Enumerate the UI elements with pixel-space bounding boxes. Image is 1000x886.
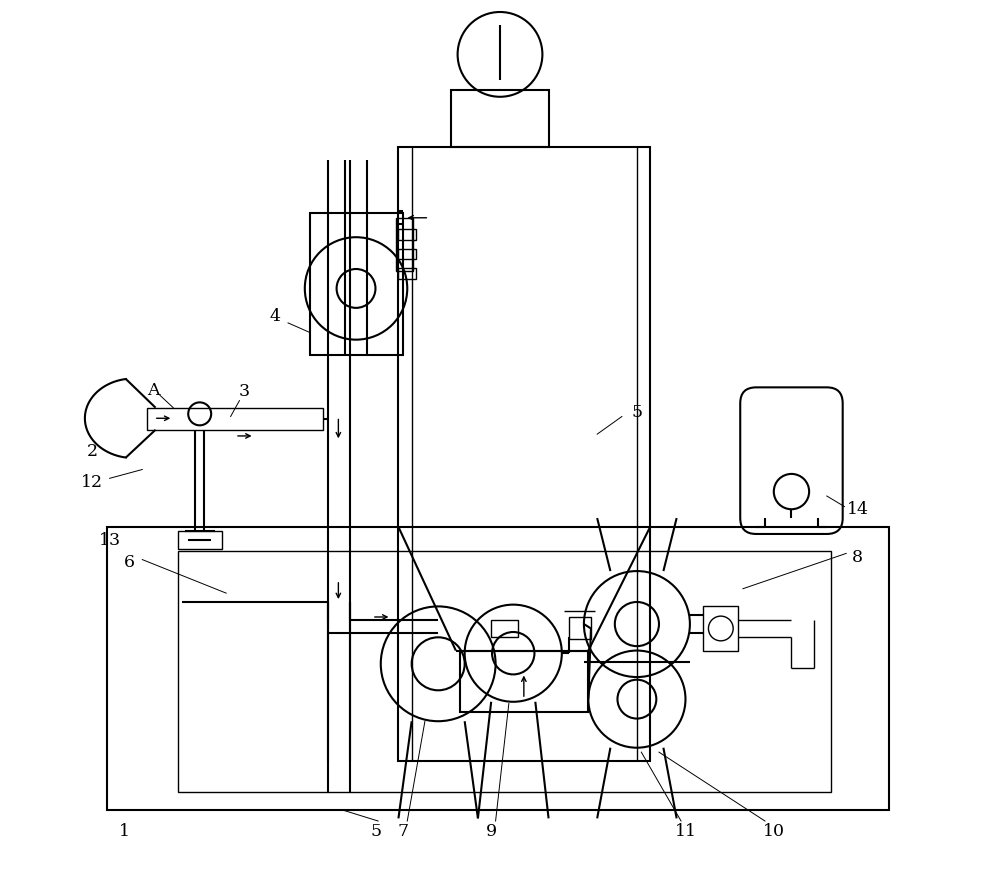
Bar xyxy=(310,214,403,354)
Bar xyxy=(147,408,323,430)
Text: 10: 10 xyxy=(763,823,785,840)
Bar xyxy=(460,650,588,712)
Bar xyxy=(569,617,591,639)
Text: 11: 11 xyxy=(674,823,696,840)
Text: 14: 14 xyxy=(847,501,869,517)
Bar xyxy=(703,606,738,650)
Bar xyxy=(491,619,518,637)
Bar xyxy=(398,249,416,260)
Bar xyxy=(178,532,222,549)
Text: 7: 7 xyxy=(397,823,408,840)
Bar xyxy=(396,218,413,271)
Bar xyxy=(451,89,549,147)
Text: 4: 4 xyxy=(269,308,280,325)
Text: 3: 3 xyxy=(238,384,249,400)
Text: 9: 9 xyxy=(486,823,497,840)
Bar xyxy=(107,527,889,810)
Text: A: A xyxy=(148,382,160,399)
Text: 12: 12 xyxy=(81,474,103,491)
Text: 5: 5 xyxy=(631,404,642,421)
Text: 2: 2 xyxy=(86,443,98,461)
Bar xyxy=(398,229,416,240)
Bar xyxy=(398,268,416,279)
Bar xyxy=(398,147,650,761)
Text: 5: 5 xyxy=(371,823,382,840)
Text: 1: 1 xyxy=(119,823,130,840)
Text: 8: 8 xyxy=(852,549,863,566)
Bar xyxy=(178,551,831,792)
Text: 6: 6 xyxy=(124,554,135,571)
Text: 13: 13 xyxy=(99,532,121,548)
